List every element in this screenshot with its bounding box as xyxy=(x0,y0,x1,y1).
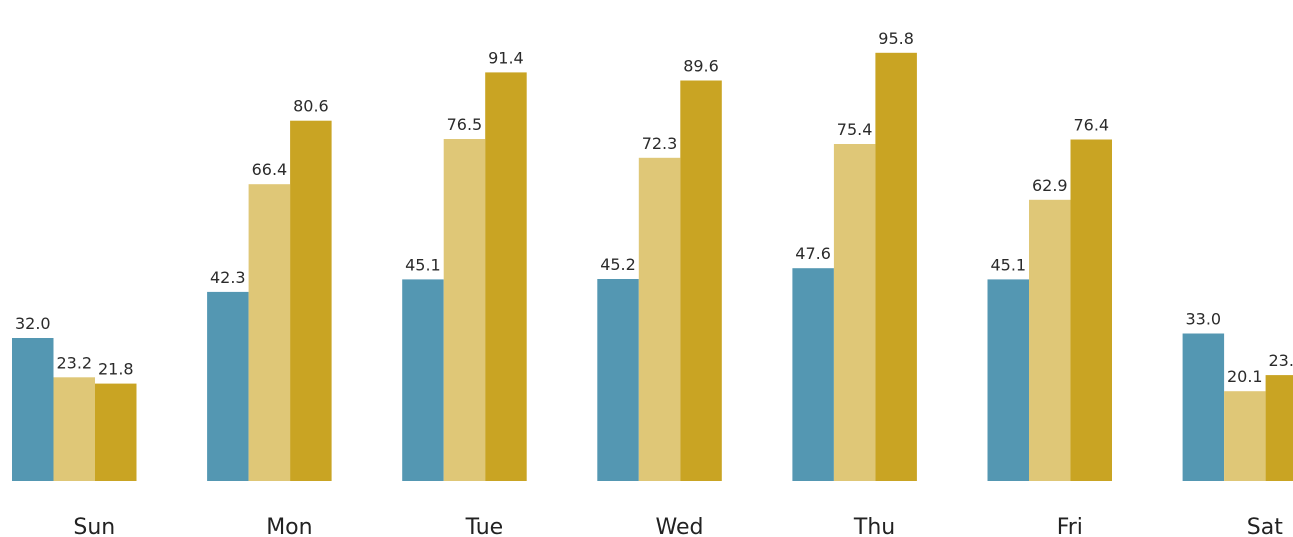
bar-sun-series-3 xyxy=(95,383,137,481)
value-label-mon-series-2: 66.4 xyxy=(252,160,288,179)
value-label-sun-series-2: 23.2 xyxy=(56,353,92,372)
value-label-mon-series-3: 80.6 xyxy=(293,97,329,116)
bar-sat-series-2 xyxy=(1224,391,1266,481)
bar-wed-series-2 xyxy=(638,157,681,482)
value-label-thu-series-3: 95.8 xyxy=(878,29,914,48)
category-label-tue: Tue xyxy=(465,515,504,537)
value-label-tue-series-1: 45.1 xyxy=(405,255,441,274)
category-label-sun: Sun xyxy=(73,515,115,537)
value-label-sat-series-3: 23.7 xyxy=(1268,351,1293,370)
bar-fri-series-2 xyxy=(1029,199,1071,482)
category-label-mon: Mon xyxy=(266,515,312,537)
value-label-wed-series-3: 89.6 xyxy=(683,57,719,76)
bar-tue-series-2 xyxy=(443,139,486,481)
bar-tue-series-1 xyxy=(402,279,444,481)
bar-sat-series-3 xyxy=(1265,375,1293,481)
value-label-mon-series-1: 42.3 xyxy=(210,268,246,287)
value-label-fri-series-2: 62.9 xyxy=(1032,176,1068,195)
value-label-fri-series-1: 45.1 xyxy=(990,255,1026,274)
value-label-sat-series-2: 20.1 xyxy=(1227,367,1263,386)
value-label-fri-series-3: 76.4 xyxy=(1073,116,1109,135)
bars-layer xyxy=(12,52,1293,482)
value-label-thu-series-1: 47.6 xyxy=(795,244,831,263)
bar-fri-series-1 xyxy=(987,279,1029,481)
category-label-sat: Sat xyxy=(1247,515,1283,537)
value-label-tue-series-2: 76.5 xyxy=(447,115,483,134)
value-label-wed-series-2: 72.3 xyxy=(642,134,678,153)
category-label-wed: Wed xyxy=(656,515,704,537)
value-label-sun-series-3: 21.8 xyxy=(98,360,134,379)
bar-tue-series-3 xyxy=(485,72,527,482)
value-label-sat-series-1: 33.0 xyxy=(1185,310,1221,329)
bar-mon-series-1 xyxy=(207,291,249,481)
value-label-thu-series-2: 75.4 xyxy=(837,120,873,139)
category-label-fri: Fri xyxy=(1057,515,1083,537)
bar-thu-series-3 xyxy=(875,52,917,482)
value-label-tue-series-3: 91.4 xyxy=(488,48,524,67)
bar-mon-series-3 xyxy=(290,120,332,481)
bar-thu-series-2 xyxy=(833,144,876,481)
bar-thu-series-1 xyxy=(792,268,834,481)
bar-sun-series-1 xyxy=(12,338,54,481)
bar-mon-series-2 xyxy=(248,184,291,481)
value-label-wed-series-1: 45.2 xyxy=(600,255,636,274)
value-label-sun-series-1: 32.0 xyxy=(15,314,51,333)
category-labels-layer: Sun Mon Tue Wed Thu Fri Sat xyxy=(73,515,1283,537)
bar-wed-series-3 xyxy=(680,80,722,481)
category-label-thu: Thu xyxy=(853,515,895,537)
bar-wed-series-1 xyxy=(597,279,639,481)
bar-sat-series-1 xyxy=(1182,333,1225,481)
bar-fri-series-3 xyxy=(1070,139,1112,481)
value-labels-layer: 32.0 23.2 21.8 42.3 66.4 80.6 45.1 76.5 91.4 45.2… xyxy=(15,29,1293,386)
bar-sun-series-2 xyxy=(53,377,95,481)
